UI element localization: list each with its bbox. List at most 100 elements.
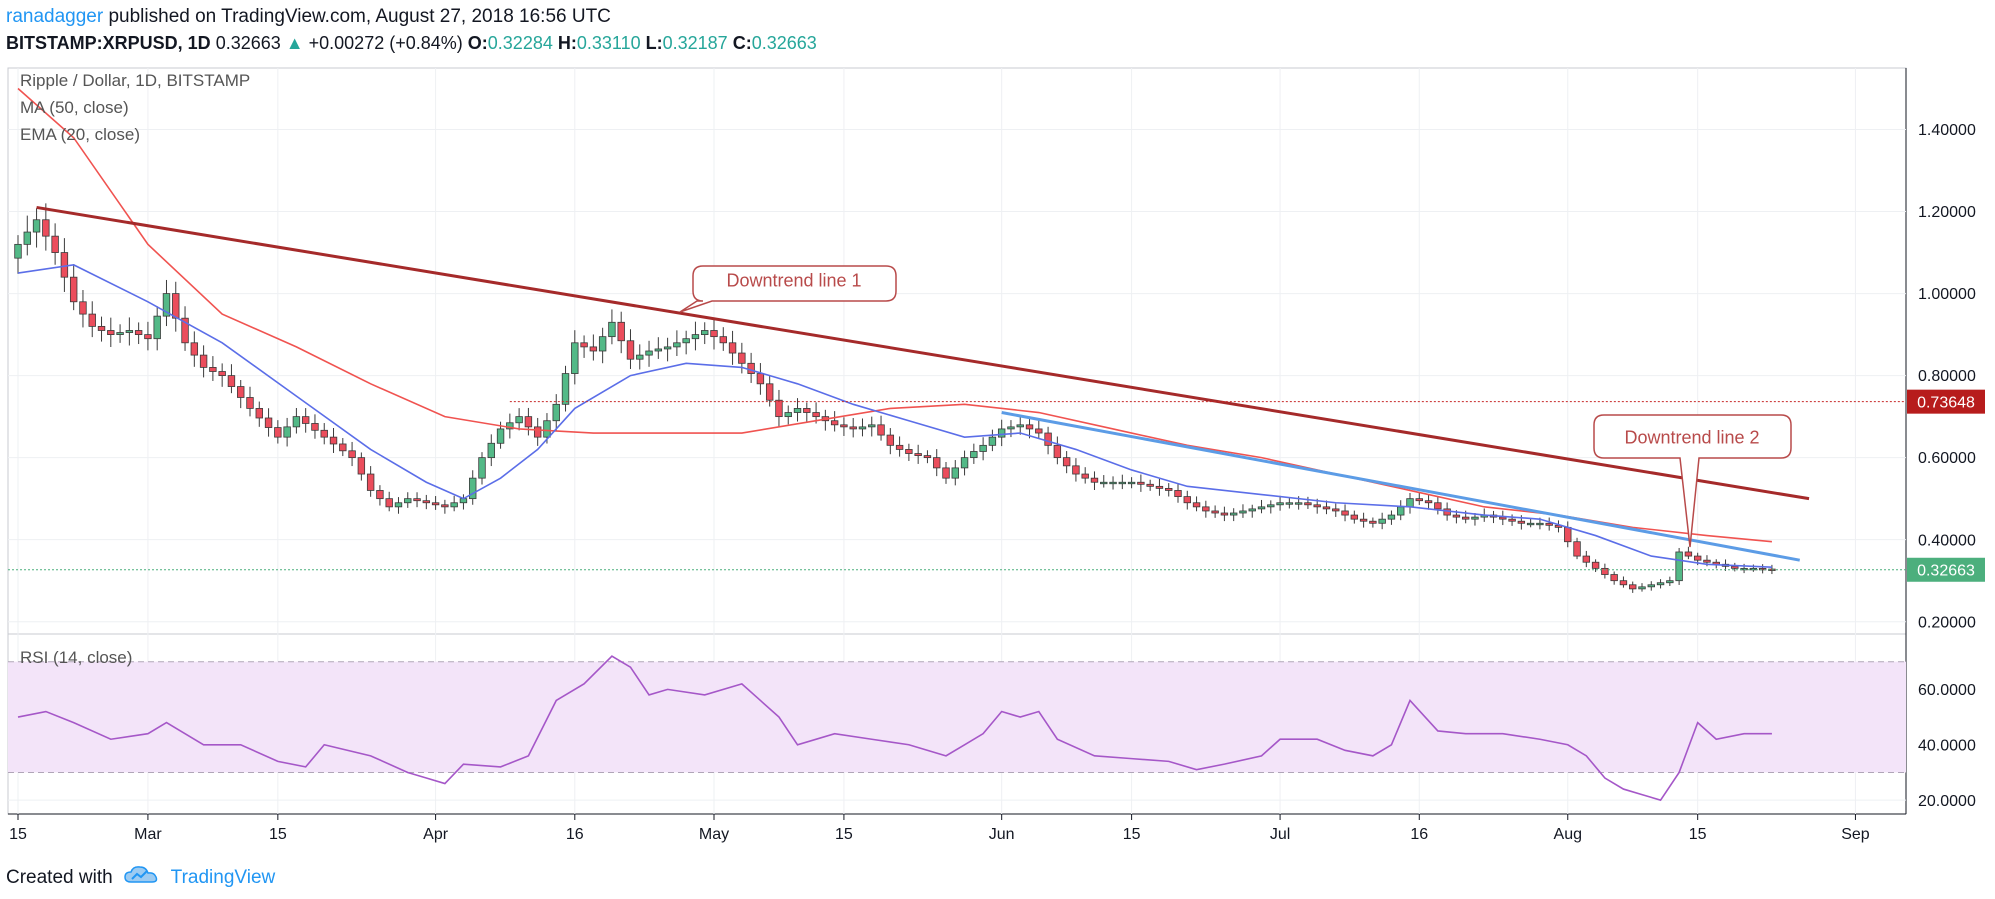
candle-body xyxy=(1313,504,1321,508)
candle-body xyxy=(1517,520,1526,524)
candle-body xyxy=(617,321,625,342)
candle-body xyxy=(515,416,523,424)
candle-body xyxy=(1276,502,1284,506)
rsi-tick-label: 20.0000 xyxy=(1918,793,1976,810)
publish-line: ranadagger published on TradingView.com,… xyxy=(6,4,817,30)
candle-body xyxy=(543,420,551,438)
candle-body xyxy=(895,444,904,450)
candle-body xyxy=(450,502,458,508)
candle-body xyxy=(1165,487,1173,491)
candle-body xyxy=(1007,426,1015,430)
candle-body xyxy=(747,362,755,374)
low-label: L: xyxy=(645,33,663,53)
candle-body xyxy=(756,373,765,385)
candle-body xyxy=(1369,520,1377,524)
price-tick-label: 1.40000 xyxy=(1918,122,1976,139)
candle-body xyxy=(144,334,152,340)
candle-body xyxy=(496,428,505,444)
candle-body xyxy=(69,276,78,303)
candle-body xyxy=(1174,490,1182,498)
candle-body xyxy=(246,397,254,409)
candle-body xyxy=(1090,477,1099,483)
publish-info: published on TradingView.com, August 27,… xyxy=(108,6,611,27)
legend-ema: EMA (20, close) xyxy=(20,125,140,144)
candle-body xyxy=(691,334,700,340)
chart-header: ranadagger published on TradingView.com,… xyxy=(6,4,817,56)
author-link[interactable]: ranadagger xyxy=(6,6,104,27)
candle-body xyxy=(357,457,366,475)
candle-body xyxy=(626,340,635,360)
candle-body xyxy=(552,403,560,422)
candle-body xyxy=(1591,561,1600,569)
ema-20-line xyxy=(17,264,1772,568)
time-tick-label: May xyxy=(699,826,729,843)
tradingview-brand-link[interactable]: TradingView xyxy=(170,867,276,888)
candle-body xyxy=(199,354,208,368)
candle-body xyxy=(1471,516,1479,520)
candle-body xyxy=(1137,481,1145,485)
high-value: 0.33110 xyxy=(576,33,641,53)
candle-body xyxy=(942,467,950,479)
candle-body xyxy=(765,383,774,401)
candle-body xyxy=(654,348,663,352)
close-label: C: xyxy=(732,33,752,53)
candle-body xyxy=(1229,512,1238,516)
symbol-label[interactable]: BITSTAMP:XRPUSD, 1D xyxy=(6,33,211,53)
candle-body xyxy=(385,498,393,508)
candle-body xyxy=(1619,580,1628,586)
candle-body xyxy=(1526,522,1535,526)
time-tick-label: Apr xyxy=(423,826,449,843)
candle-body xyxy=(1638,586,1646,590)
candle-body xyxy=(868,424,876,428)
callout-2[interactable]: Downtrend line 2 xyxy=(1593,414,1792,548)
candle-body xyxy=(1397,506,1405,516)
legend-rsi: RSI (14, close) xyxy=(20,648,132,667)
candle-body xyxy=(840,424,848,428)
candle-body xyxy=(311,423,319,431)
time-tick-label: Sep xyxy=(1841,826,1870,843)
candle-body xyxy=(1693,555,1702,561)
up-arrow-icon: ▲ xyxy=(285,33,304,53)
time-tick-label: 15 xyxy=(9,826,27,843)
candle-body xyxy=(1508,518,1516,522)
callout-1[interactable]: Downtrend line 1 xyxy=(679,265,897,313)
candle-body xyxy=(1081,473,1089,479)
current-price-label: 0.32663 xyxy=(1917,562,1975,579)
time-tick-label: Jul xyxy=(1270,826,1290,843)
candle-body xyxy=(886,434,895,446)
downtrend-line-2[interactable] xyxy=(1001,411,1801,562)
candle-body xyxy=(1536,522,1544,526)
candle-body xyxy=(608,321,616,338)
downtrend-line-1[interactable] xyxy=(36,205,1810,501)
candle-body xyxy=(487,442,495,459)
candle-body xyxy=(1601,567,1609,575)
candle-body xyxy=(571,342,579,374)
candle-body xyxy=(1629,584,1637,590)
tradingview-cloud-icon[interactable] xyxy=(123,864,161,892)
candle-body xyxy=(923,455,932,459)
candle-body xyxy=(1582,555,1591,563)
candle-body xyxy=(441,504,449,508)
candle-body xyxy=(1656,582,1665,586)
candle-body xyxy=(589,346,598,352)
price-chart[interactable]: 1.40000 1.20000 1.00000 0.80000 0.60000 0.400… xyxy=(0,60,1995,860)
candle-body xyxy=(1332,508,1340,512)
candle-body xyxy=(1062,457,1071,467)
candle-body xyxy=(1072,465,1080,475)
candle-body xyxy=(710,330,718,338)
candle-body xyxy=(1053,444,1062,459)
footer: Created with TradingView xyxy=(6,864,275,892)
candle-body xyxy=(1267,504,1275,508)
candle-body xyxy=(51,235,59,253)
candle-body xyxy=(1109,481,1117,485)
candle-body xyxy=(23,231,31,245)
candle-body xyxy=(728,342,737,354)
candle-body xyxy=(1359,518,1368,522)
candle-body xyxy=(970,451,978,459)
candle-body xyxy=(1025,424,1034,430)
legend-ma: MA (50, close) xyxy=(20,98,129,117)
candle-body xyxy=(1220,512,1229,516)
candle-body xyxy=(88,313,96,327)
candle-body xyxy=(339,443,347,452)
candle-body xyxy=(1703,559,1711,563)
